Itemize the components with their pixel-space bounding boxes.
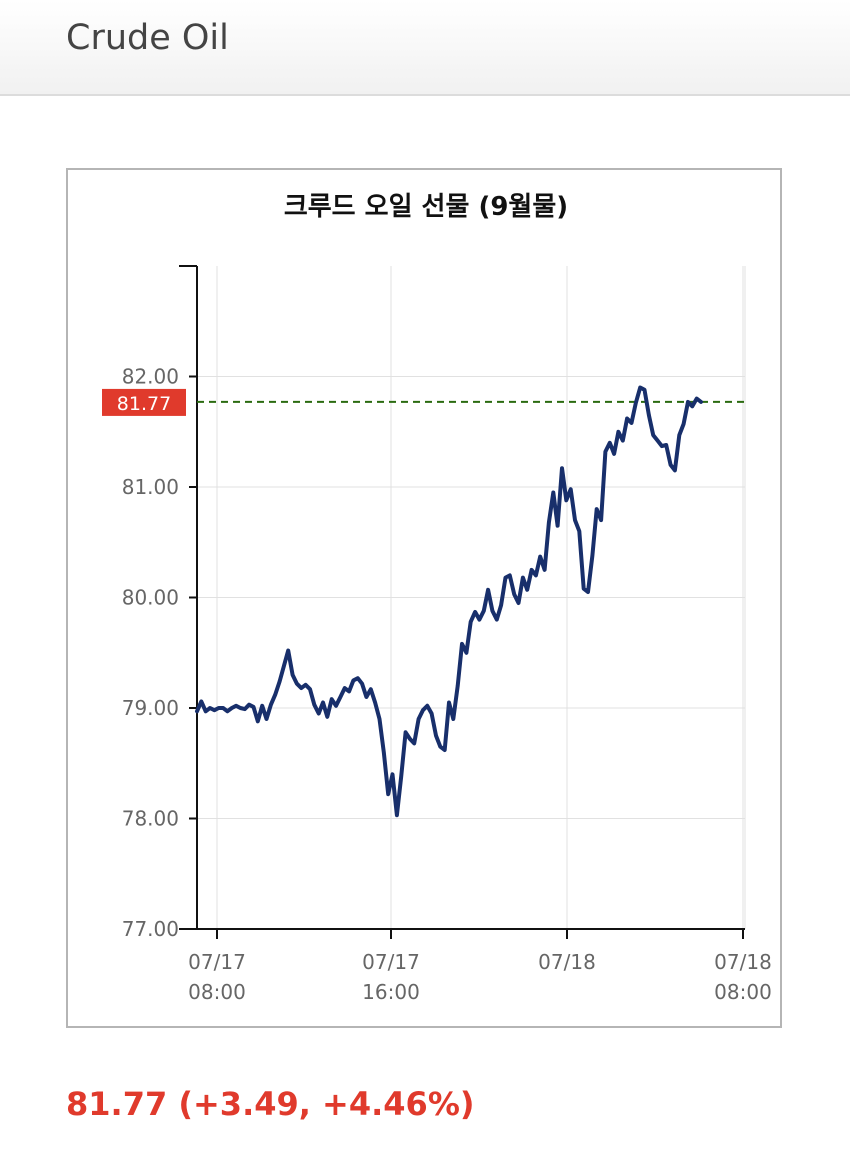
price-chart: 크루드 오일 선물 (9월물) 77.00 78.00 79.00 80.00 81.0… bbox=[102, 192, 772, 1004]
x-tick-label-date: 07/18 bbox=[538, 950, 596, 974]
price-change-summary: 81.77 (+3.49, +4.46%) bbox=[66, 1085, 475, 1123]
x-tick-label-date: 07/18 bbox=[714, 950, 772, 974]
header-bar: Crude Oil bbox=[0, 0, 850, 96]
y-tick-label: 80.00 bbox=[122, 586, 179, 610]
y-tick-label: 79.00 bbox=[122, 696, 179, 720]
x-tick-label-date: 07/17 bbox=[188, 950, 246, 974]
current-price-tag bbox=[102, 388, 186, 416]
y-tick-label: 77.00 bbox=[122, 917, 179, 941]
current-price-label: 81.77 bbox=[117, 393, 171, 415]
x-tick-label-time: 16:00 bbox=[362, 980, 420, 1004]
x-tick-label-time: 08:00 bbox=[714, 980, 772, 1004]
x-tick-label-time: 08:00 bbox=[188, 980, 246, 1004]
y-tick-label: 82.00 bbox=[122, 365, 179, 389]
price-series-line bbox=[195, 385, 703, 818]
x-tick-label-date: 07/17 bbox=[362, 950, 420, 974]
chart-title: 크루드 오일 선물 (9월물) bbox=[284, 192, 568, 222]
page-title: Crude Oil bbox=[66, 18, 229, 58]
chart-panel: 크루드 오일 선물 (9월물) 77.00 78.00 79.00 80.00 81.0… bbox=[66, 168, 782, 1028]
y-tick-label: 78.00 bbox=[122, 807, 179, 831]
y-tick-label: 81.00 bbox=[122, 475, 179, 499]
